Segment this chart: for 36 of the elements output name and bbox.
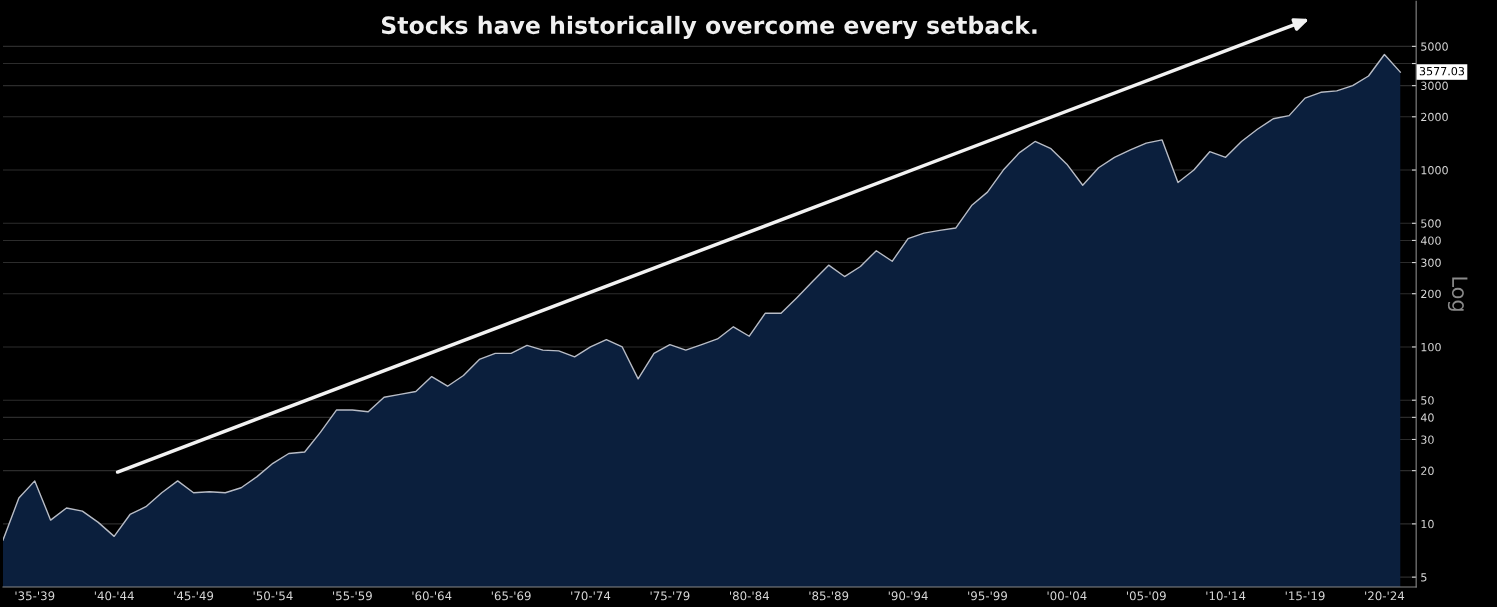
x-tick-label: '40-'44 (94, 591, 134, 601)
x-tick-label: '00-'04 (1047, 591, 1087, 601)
x-tick-label: '75-'79 (650, 591, 690, 601)
y-tick-label: 2000 (1421, 112, 1448, 122)
y-tick-label: 1000 (1421, 166, 1448, 175)
x-tick-label: '05-'09 (1126, 591, 1166, 601)
x-tick-label: '10-'14 (1206, 591, 1246, 601)
y-tick-label: 10 (1421, 519, 1434, 529)
y-tick-label: 3000 (1421, 81, 1448, 91)
text: Stocks have historically overcome every setback. (381, 15, 1037, 39)
x-tick-label: '45-'49 (174, 591, 214, 601)
y-tick-label: 30 (1421, 435, 1434, 444)
y-tick-label: 500 (1421, 219, 1441, 228)
x-tick-label: '65-'69 (491, 591, 531, 601)
x-tick-label: '15-'19 (1285, 591, 1325, 601)
y-tick-label: 5 (1421, 573, 1427, 582)
text: 3577.03 (1419, 66, 1465, 76)
y-tick-label: 100 (1421, 342, 1441, 352)
y-tick-label: 50 (1421, 396, 1434, 405)
y-tick-label: 20 (1421, 466, 1434, 476)
x-tick-label: '50-'54 (253, 591, 293, 601)
x-tick-label: '35-'39 (15, 591, 55, 601)
x-tick-label: '70-'74 (571, 591, 611, 601)
y-tick-label: 400 (1420, 236, 1441, 245)
x-tick-label: '20-'24 (1365, 591, 1405, 601)
x-tick-label: '55-'59 (333, 591, 372, 601)
x-tick-label: '95-'99 (968, 591, 1008, 601)
x-tick-label: '85-'89 (809, 591, 849, 601)
x-tick-label: '90-'94 (888, 591, 928, 601)
x-tick-label: '80-'84 (730, 591, 770, 601)
x-tick-label: '60-'64 (412, 591, 452, 601)
y-tick-label: 300 (1421, 258, 1441, 267)
y-axis-title: Log (1447, 277, 1468, 311)
y-tick-label: 40 (1420, 413, 1434, 422)
y-tick-label: 200 (1421, 289, 1441, 299)
y-tick-label: 5000 (1421, 42, 1448, 51)
